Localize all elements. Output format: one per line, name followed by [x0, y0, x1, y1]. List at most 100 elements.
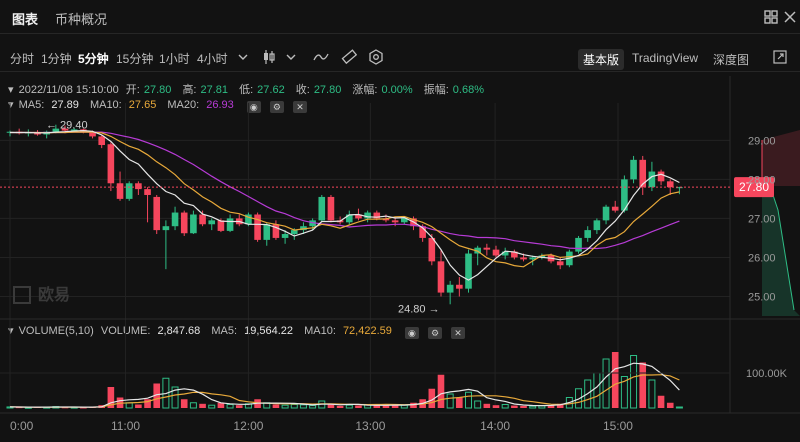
max-price-annotation: ← 29.40 — [46, 120, 88, 132]
volume-bar — [125, 402, 133, 409]
eye-icon[interactable]: ◉ — [246, 101, 261, 113]
candle — [401, 216, 408, 225]
collapse-arrow-icon[interactable]: ▾ — [8, 99, 14, 111]
volume-bar — [492, 405, 500, 408]
candle-body — [382, 218, 390, 221]
candle — [501, 247, 509, 260]
candle — [171, 206, 179, 231]
fullscreen-icon[interactable] — [773, 50, 787, 64]
volume-bar — [144, 399, 151, 408]
view-tradingview[interactable]: TradingView — [632, 51, 699, 65]
candle — [43, 130, 50, 139]
candle-body — [318, 196, 326, 221]
volume-bar — [318, 400, 326, 409]
watermark-logo — [13, 286, 31, 304]
timeframe-15m[interactable]: 15分钟 — [116, 52, 154, 66]
candle-body — [199, 214, 206, 225]
settings-icon[interactable] — [368, 49, 384, 65]
volume-bar — [180, 399, 188, 408]
timeframe-4h[interactable]: 4小时 — [197, 52, 228, 66]
volume-bar — [98, 405, 105, 408]
candle-type-icon[interactable] — [262, 49, 276, 65]
candle-body — [300, 226, 307, 231]
ma10-label: MA10: — [89, 99, 122, 111]
candle — [281, 230, 289, 244]
eye-icon[interactable]: ◉ — [404, 327, 419, 339]
volume-bar — [547, 405, 555, 408]
candle — [61, 125, 69, 134]
timeframe-5m[interactable]: 5分钟 — [78, 52, 109, 66]
volume-bar — [584, 379, 592, 409]
timeframe-time-sharing[interactable]: 分时 — [10, 52, 35, 66]
candle-body — [666, 181, 674, 188]
candle-body — [373, 212, 381, 219]
grid — [0, 103, 730, 408]
volume-bar — [43, 406, 51, 409]
view-depth[interactable]: 深度图 — [713, 53, 750, 67]
candle-body — [492, 249, 500, 256]
volume-bar — [593, 372, 601, 409]
close-icon[interactable]: ✕ — [292, 101, 307, 113]
candle — [492, 245, 500, 258]
candle-body — [245, 214, 252, 225]
close-icon[interactable]: ✕ — [451, 327, 466, 339]
candle — [428, 234, 436, 266]
close-icon[interactable] — [784, 10, 796, 24]
candle — [190, 210, 197, 235]
timeframe-1h[interactable]: 1小时 — [159, 52, 190, 66]
candle — [245, 212, 252, 227]
volume-bar — [208, 404, 216, 409]
candle — [263, 222, 271, 246]
volume-bar — [217, 402, 225, 408]
volume-bar — [15, 407, 23, 409]
candles — [6, 124, 683, 305]
candle-body — [116, 183, 124, 199]
open-value: 27.80 — [143, 84, 172, 96]
candle-body — [144, 189, 151, 195]
indicator-wave-icon[interactable] — [313, 51, 329, 63]
candle — [511, 249, 518, 260]
candle-body — [180, 212, 188, 234]
grid-layout-icon[interactable] — [764, 10, 778, 24]
candle-body — [676, 187, 683, 189]
view-basic[interactable]: 基本版 — [578, 49, 625, 70]
chevron-down-icon[interactable] — [238, 53, 248, 61]
settings-icon[interactable]: ⚙ — [269, 101, 284, 113]
collapse-arrow-icon[interactable]: ▾ — [8, 325, 14, 337]
candle-body — [428, 237, 436, 262]
candle-body — [648, 171, 656, 188]
volume-bar — [565, 397, 573, 409]
candle — [602, 204, 610, 225]
volume-ma5-line — [9, 362, 680, 408]
high-value: 27.81 — [200, 84, 229, 96]
candle-body — [25, 132, 32, 134]
volume-bar — [226, 404, 234, 409]
vol-ma5-value: 19,564.22 — [244, 325, 294, 337]
settings-icon[interactable]: ⚙ — [428, 327, 442, 339]
tab-chart[interactable]: 图表 — [12, 12, 39, 27]
candle — [666, 179, 674, 195]
candle — [639, 155, 647, 195]
timeframe-1m[interactable]: 1分钟 — [41, 52, 72, 66]
volume-bar — [657, 395, 665, 408]
candle — [217, 218, 225, 233]
candle-body — [6, 131, 14, 133]
candle-body — [61, 128, 69, 131]
current-price-tag — [734, 177, 774, 198]
time-tick-label: 13:00 — [355, 419, 385, 433]
candle — [410, 216, 417, 231]
volume-bar — [620, 376, 628, 409]
ruler-icon[interactable] — [341, 49, 357, 65]
collapse-arrow-icon[interactable]: ▾ — [8, 84, 14, 96]
tab-coin-overview[interactable]: 币种概况 — [55, 12, 108, 27]
volume-bar — [556, 403, 564, 408]
candle-body — [575, 237, 582, 252]
volume-bar — [456, 397, 463, 408]
volume-bar — [611, 352, 619, 408]
chevron-down-icon[interactable] — [286, 53, 296, 61]
volume-bar — [373, 405, 381, 408]
volume-bar — [410, 402, 417, 408]
candle-body — [511, 251, 518, 258]
volume-bar — [290, 404, 298, 409]
volume-ma10-line — [9, 374, 680, 408]
